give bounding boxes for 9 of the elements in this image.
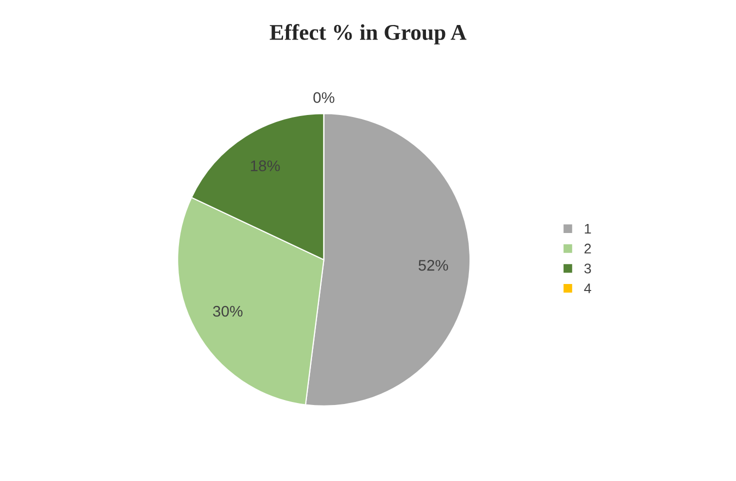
legend-label: 3 [584,264,591,274]
data-label: 52% [418,260,448,271]
legend-label: 4 [584,284,592,294]
text: 0% [313,92,334,103]
chart-title: Effect % in Group A [270,24,466,44]
legend-label: 1 [584,224,591,234]
data-label: 18% [250,160,280,172]
legend-label: 2 [584,244,591,254]
data-label: 30% [213,306,242,317]
